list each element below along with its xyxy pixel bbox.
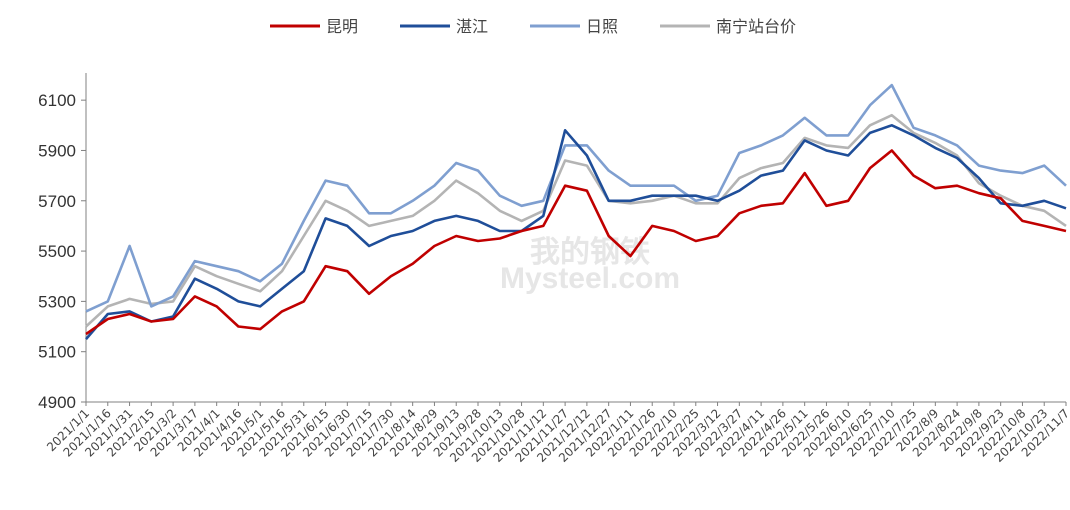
series-line-1 <box>85 124 1067 340</box>
x-axis: 2021/1/12021/1/162021/1/312021/2/152021/… <box>44 401 1070 465</box>
y-tick-label: 6100 <box>38 91 76 110</box>
y-tick-label: 5500 <box>38 242 76 261</box>
series-line-3 <box>85 113 1067 328</box>
plot-area <box>85 83 1067 340</box>
legend-label-1: 湛江 <box>456 17 488 36</box>
y-tick-label: 5300 <box>38 292 76 311</box>
y-tick-label: 5900 <box>38 141 76 160</box>
y-tick-label: 4900 <box>38 393 76 412</box>
legend: 昆明 湛江 日照 南宁站台价 <box>270 17 796 36</box>
watermark: 我的钢铁 Mysteel.com <box>500 236 680 295</box>
y-tick-label: 5700 <box>38 192 76 211</box>
y-tick-label: 5100 <box>38 343 76 362</box>
legend-label-2: 日照 <box>586 17 618 36</box>
y-axis: 4900 5100 5300 5500 5700 5900 6100 <box>38 73 87 412</box>
series-line-0 <box>85 149 1067 336</box>
series-line-2 <box>85 83 1067 313</box>
legend-label-3: 南宁站台价 <box>716 17 796 36</box>
watermark-en: Mysteel.com <box>500 262 680 295</box>
legend-label-0: 昆明 <box>326 17 358 36</box>
watermark-cn: 我的钢铁 <box>530 236 650 269</box>
